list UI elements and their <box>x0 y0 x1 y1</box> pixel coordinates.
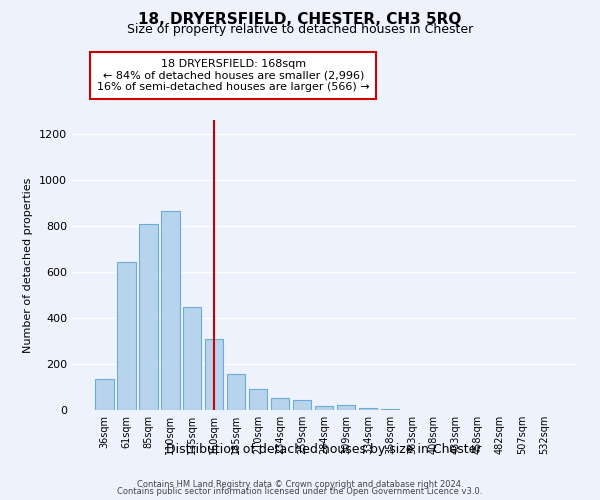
Bar <box>161 212 179 410</box>
Bar <box>205 339 223 410</box>
Text: Size of property relative to detached houses in Chester: Size of property relative to detached ho… <box>127 22 473 36</box>
Text: Contains HM Land Registry data © Crown copyright and database right 2024.: Contains HM Land Registry data © Crown c… <box>137 480 463 489</box>
Text: Distribution of detached houses by size in Chester: Distribution of detached houses by size … <box>166 442 482 456</box>
Bar <box>117 262 136 410</box>
Bar <box>95 380 113 410</box>
Y-axis label: Number of detached properties: Number of detached properties <box>23 178 34 352</box>
Bar <box>359 408 377 410</box>
Bar <box>139 224 158 410</box>
Bar <box>249 389 268 410</box>
Bar <box>183 307 202 410</box>
Bar <box>314 406 334 410</box>
Bar <box>293 400 311 410</box>
Text: 18 DRYERSFIELD: 168sqm
← 84% of detached houses are smaller (2,996)
16% of semi-: 18 DRYERSFIELD: 168sqm ← 84% of detached… <box>97 59 370 92</box>
Bar <box>227 374 245 410</box>
Text: Contains public sector information licensed under the Open Government Licence v3: Contains public sector information licen… <box>118 488 482 496</box>
Bar <box>337 406 355 410</box>
Text: 18, DRYERSFIELD, CHESTER, CH3 5RQ: 18, DRYERSFIELD, CHESTER, CH3 5RQ <box>139 12 461 28</box>
Bar <box>271 398 289 410</box>
